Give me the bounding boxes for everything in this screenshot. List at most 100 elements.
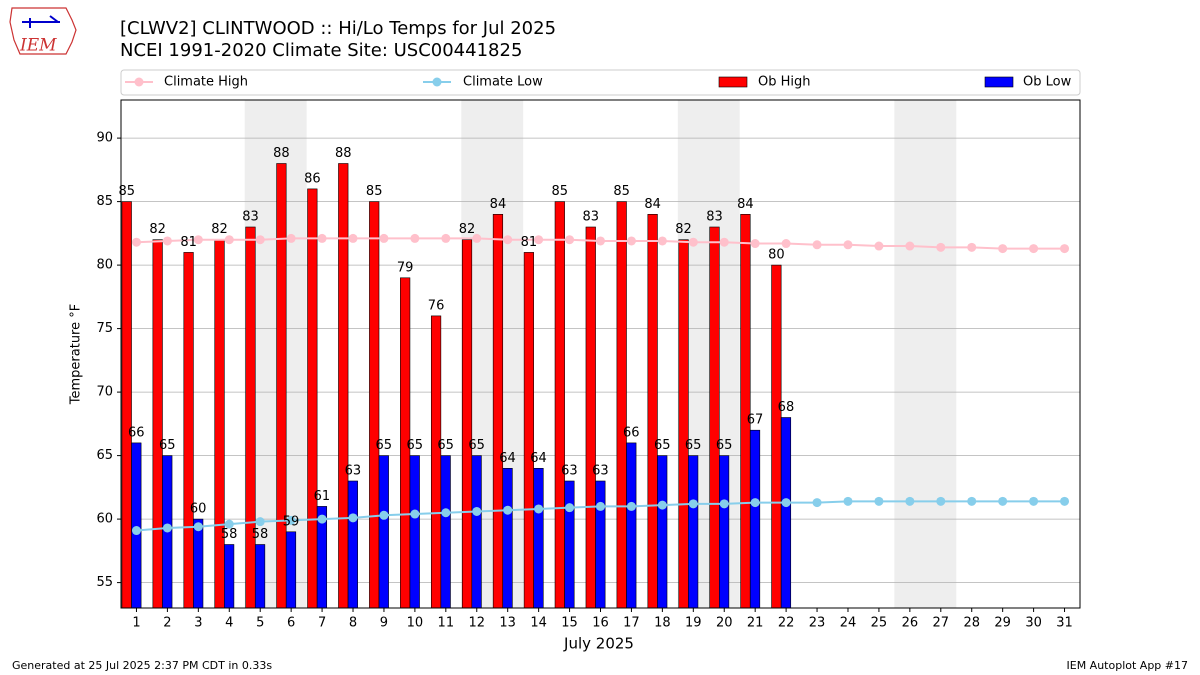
bar [749, 429, 761, 608]
data-label: 84 [737, 197, 754, 212]
data-label: 64 [530, 451, 547, 466]
chart-title: [CLWV2] CLINTWOOD :: Hi/Lo Temps for Jul… [120, 18, 556, 39]
bar [285, 531, 297, 608]
line-marker [596, 236, 605, 246]
line-marker [162, 523, 172, 533]
y-axis-label: Temperature °F [69, 304, 84, 405]
bar [492, 214, 504, 608]
line-marker [843, 496, 853, 506]
line-marker [193, 235, 203, 245]
line-marker [348, 513, 358, 523]
line-marker [503, 235, 513, 245]
line-marker [534, 504, 544, 514]
line-marker [131, 526, 141, 536]
bar [595, 480, 606, 608]
bar [523, 252, 534, 608]
line-marker [410, 509, 420, 519]
line-marker [967, 242, 977, 252]
data-label: 85 [118, 184, 135, 199]
logo: IEM [9, 7, 77, 56]
line-marker [874, 496, 884, 506]
bar [121, 201, 132, 608]
line-marker [317, 514, 327, 524]
line-marker [1029, 496, 1039, 506]
x-tick-label: 19 [685, 616, 702, 631]
legend-swatch [718, 76, 748, 88]
line-marker [657, 236, 667, 246]
line-marker [162, 236, 172, 246]
logo-outline [9, 7, 77, 55]
data-label: 81 [521, 235, 538, 250]
line-marker [657, 500, 667, 510]
line-marker [626, 236, 636, 246]
data-label: 65 [159, 438, 176, 453]
y-tick-label: 90 [96, 131, 113, 146]
line-marker [534, 235, 544, 245]
bar [678, 239, 689, 608]
line-marker [781, 498, 791, 508]
line-marker [348, 233, 358, 243]
bar [564, 480, 575, 608]
data-label: 88 [335, 146, 352, 161]
x-tick-label: 8 [349, 616, 357, 631]
data-label: 65 [468, 438, 485, 453]
data-label: 86 [304, 171, 321, 186]
data-label: 76 [428, 298, 445, 313]
data-label: 83 [242, 210, 259, 225]
legend-label: Ob High [758, 75, 811, 90]
line-marker [317, 233, 327, 243]
data-label: 58 [252, 527, 269, 542]
data-label: 65 [654, 438, 671, 453]
y-tick-label: 80 [96, 258, 113, 273]
line-marker [255, 517, 265, 527]
bar [254, 544, 266, 608]
bar [369, 201, 380, 608]
line-marker [441, 508, 451, 518]
data-label: 84 [490, 197, 507, 212]
data-label: 63 [345, 464, 362, 479]
bar [214, 239, 225, 608]
line-marker [565, 235, 575, 245]
bar [338, 163, 349, 608]
x-tick-label: 31 [1056, 616, 1073, 631]
legend-label: Climate Low [463, 75, 543, 90]
data-label: 84 [644, 197, 661, 212]
data-label: 79 [397, 260, 414, 275]
data-label: 65 [406, 438, 423, 453]
data-label: 67 [747, 413, 764, 428]
line-marker [596, 501, 605, 511]
x-tick-label: 11 [438, 616, 455, 631]
line-marker [255, 235, 265, 245]
line-marker [874, 241, 884, 251]
legend-swatch [984, 76, 1014, 88]
x-tick-label: 28 [963, 616, 980, 631]
x-tick-label: 2 [163, 616, 171, 631]
line-marker [998, 496, 1008, 506]
data-label: 85 [366, 184, 383, 199]
y-tick-label: 75 [96, 321, 113, 336]
bar [502, 467, 513, 608]
x-tick-label: 1 [132, 616, 140, 631]
plot-frame [120, 99, 1081, 609]
data-label: 63 [561, 464, 578, 479]
bar [276, 163, 287, 608]
bar [585, 226, 596, 608]
line-marker [688, 499, 698, 509]
bar [647, 214, 658, 608]
line-marker [936, 242, 946, 252]
data-label: 59 [283, 514, 300, 529]
data-label: 82 [459, 222, 476, 237]
x-tick-label: 6 [287, 616, 295, 631]
bar [183, 252, 194, 608]
bar [307, 188, 318, 608]
data-label: 66 [623, 425, 640, 440]
line-marker [936, 496, 946, 506]
line-marker [472, 506, 482, 516]
data-label: 85 [552, 184, 569, 199]
line-marker [843, 240, 853, 250]
y-tick-label: 55 [96, 575, 113, 590]
data-label: 85 [613, 184, 630, 199]
x-tick-label: 10 [407, 616, 424, 631]
bar [461, 239, 473, 608]
